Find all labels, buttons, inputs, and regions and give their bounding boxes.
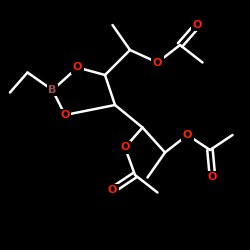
Text: O: O: [153, 58, 162, 68]
Text: O: O: [120, 142, 130, 152]
Text: O: O: [193, 20, 202, 30]
Text: O: O: [208, 172, 217, 182]
Text: B: B: [48, 85, 57, 95]
Text: O: O: [60, 110, 70, 120]
Text: O: O: [108, 185, 117, 195]
Text: O: O: [183, 130, 192, 140]
Text: O: O: [73, 62, 82, 72]
